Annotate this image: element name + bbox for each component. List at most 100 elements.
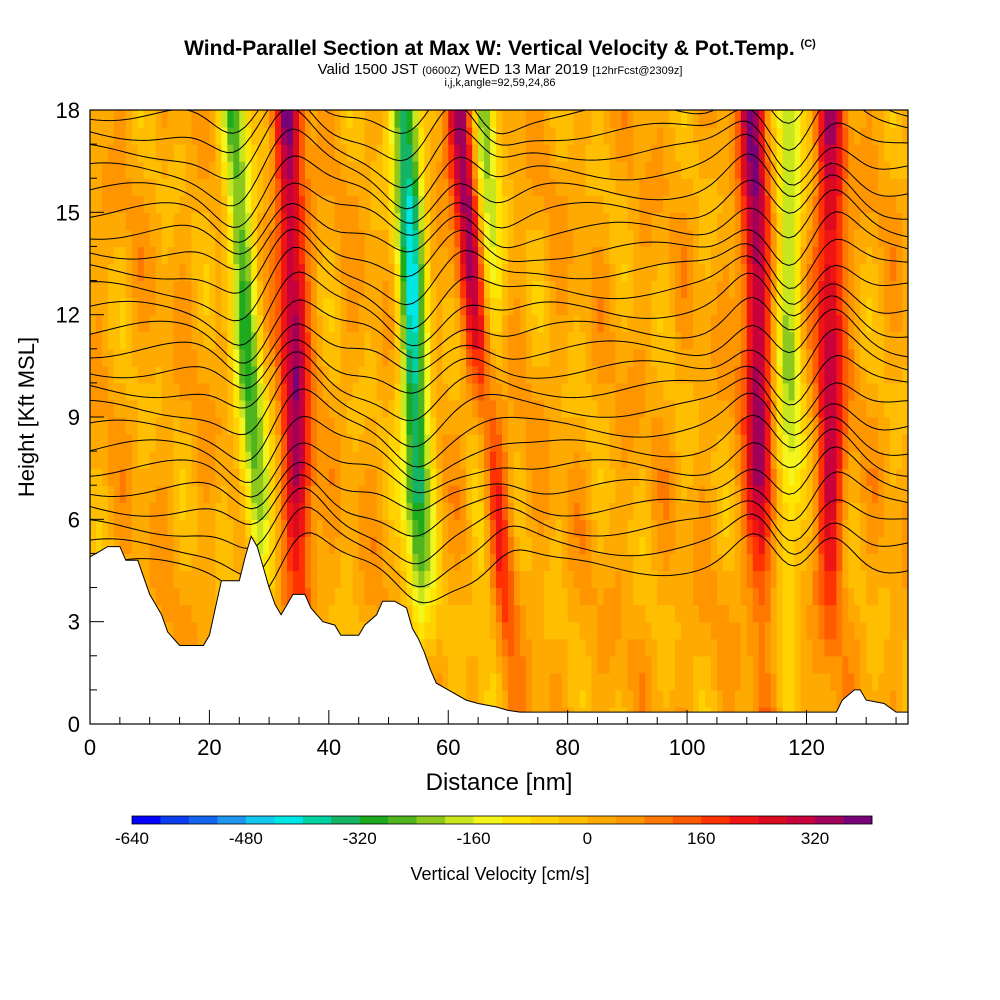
field-cell <box>645 519 652 537</box>
field-cell <box>316 468 324 486</box>
field-cell <box>364 536 372 555</box>
field-cell <box>842 434 849 452</box>
field-cell <box>639 451 646 469</box>
field-cell <box>334 399 342 418</box>
field-cell <box>716 502 724 520</box>
field-cell <box>902 246 908 265</box>
field-cell <box>227 263 234 282</box>
field-cell <box>830 161 837 179</box>
field-cell <box>573 621 581 640</box>
field-cell <box>890 553 897 572</box>
field-cell <box>90 331 97 350</box>
field-cell <box>161 604 169 623</box>
field-cell <box>824 434 831 452</box>
field-cell <box>896 399 903 418</box>
field-cell <box>454 502 461 520</box>
field-cell <box>693 451 700 469</box>
field-cell <box>603 399 611 418</box>
field-cell <box>233 434 240 452</box>
field-cell <box>113 178 121 196</box>
field-cell <box>418 399 425 418</box>
field-cell <box>693 621 700 640</box>
field-cell <box>722 621 730 640</box>
field-cell <box>221 519 228 537</box>
field-cell <box>287 536 294 555</box>
field-cell <box>549 451 557 469</box>
field-cell <box>722 212 730 230</box>
field-cell <box>460 655 467 674</box>
field-cell <box>800 212 808 230</box>
field-cell <box>107 144 115 162</box>
field-cell <box>478 212 485 230</box>
field-cell <box>549 638 557 657</box>
field-cell <box>693 263 700 282</box>
field-cell <box>746 655 754 674</box>
field-cell <box>472 161 479 179</box>
field-cell <box>448 263 455 282</box>
field-cell <box>107 314 115 333</box>
field-cell <box>848 297 855 316</box>
field-cell <box>90 314 97 333</box>
field-cell <box>890 655 897 674</box>
field-cell <box>143 297 151 316</box>
field-cell <box>304 399 312 418</box>
field-cell <box>770 331 778 350</box>
field-cell <box>513 655 521 674</box>
field-cell <box>555 229 563 248</box>
field-cell <box>788 297 796 316</box>
field-cell <box>179 212 187 230</box>
field-cell <box>316 144 324 162</box>
field-cell <box>818 399 826 418</box>
field-cell <box>531 229 539 248</box>
field-cell <box>549 212 557 230</box>
field-cell <box>878 229 885 248</box>
field-cell <box>890 314 897 333</box>
field-cell <box>543 689 551 708</box>
field-cell <box>376 468 384 486</box>
field-cell <box>549 229 557 248</box>
field-cell <box>627 587 634 606</box>
field-cell <box>902 434 908 452</box>
field-cell <box>740 144 748 162</box>
field-cell <box>203 621 211 640</box>
field-cell <box>221 212 228 230</box>
field-cell <box>555 451 563 469</box>
field-cell <box>830 212 837 230</box>
field-cell <box>752 399 760 418</box>
field-cell <box>310 348 318 367</box>
field-cell <box>484 553 491 572</box>
field-cell <box>364 331 372 350</box>
field-cell <box>95 502 103 520</box>
field-cell <box>251 314 258 333</box>
field-cell <box>400 348 408 367</box>
field-cell <box>490 672 497 691</box>
field-cell <box>394 399 402 418</box>
field-cell <box>603 502 611 520</box>
field-cell <box>167 468 175 486</box>
field-cell <box>884 519 891 537</box>
field-cell <box>478 195 485 213</box>
field-cell <box>794 229 802 248</box>
field-cell <box>131 195 139 213</box>
field-cell <box>239 331 246 350</box>
field-cell <box>573 280 581 299</box>
field-cell <box>716 485 724 503</box>
field-cell <box>525 468 533 486</box>
field-cell <box>794 655 802 674</box>
field-cell <box>687 178 694 196</box>
field-cell <box>770 519 778 537</box>
field-cell <box>788 706 796 713</box>
field-cell <box>740 502 748 520</box>
field-cell <box>603 434 611 452</box>
field-cell <box>621 485 628 503</box>
field-cell <box>143 280 151 299</box>
field-cell <box>651 485 658 503</box>
field-cell <box>722 689 730 708</box>
field-cell <box>872 451 879 469</box>
field-cell <box>752 621 760 640</box>
field-cell <box>603 246 611 265</box>
field-cell <box>298 451 306 469</box>
field-cell <box>860 604 867 623</box>
field-cell <box>854 280 861 299</box>
field-cell <box>513 331 521 350</box>
